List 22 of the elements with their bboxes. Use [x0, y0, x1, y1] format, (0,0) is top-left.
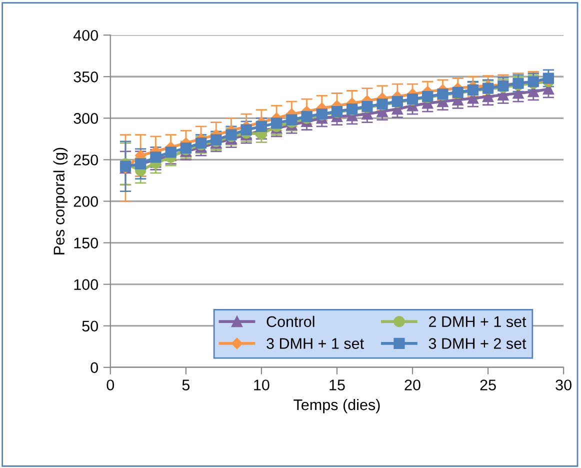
y-axis-title: Pes corporal (g) — [53, 148, 68, 254]
y-tick-label: 100 — [74, 279, 98, 290]
y-tick-label: 350 — [74, 72, 98, 82]
legend-label: 3 DMH + 2 set — [428, 338, 526, 349]
y-tick-label: 200 — [74, 196, 98, 207]
x-tick-label: 10 — [254, 380, 270, 390]
y-tick-label: 50 — [82, 320, 98, 332]
y-tick-label: 400 — [73, 30, 98, 41]
legend-label: 3 DMH + 1 set — [266, 338, 364, 349]
x-tick-label: 0 — [106, 380, 114, 390]
x-axis-title: Temps (dies) — [294, 398, 380, 414]
legend-label: 2 DMH + 1 set — [429, 316, 526, 328]
x-tick-label: 30 — [556, 380, 572, 390]
y-tick-label: 250 — [74, 154, 98, 166]
x-tick-label: 25 — [480, 380, 496, 390]
x-tick-label: 20 — [404, 380, 420, 390]
x-tick-label: 5 — [182, 380, 190, 390]
legend-label: Control — [266, 316, 314, 328]
y-tick-label: 0 — [90, 362, 98, 374]
y-tick-label: 300 — [74, 113, 98, 124]
y-tick-label: 150 — [74, 238, 98, 248]
x-tick-label: 15 — [330, 380, 345, 390]
